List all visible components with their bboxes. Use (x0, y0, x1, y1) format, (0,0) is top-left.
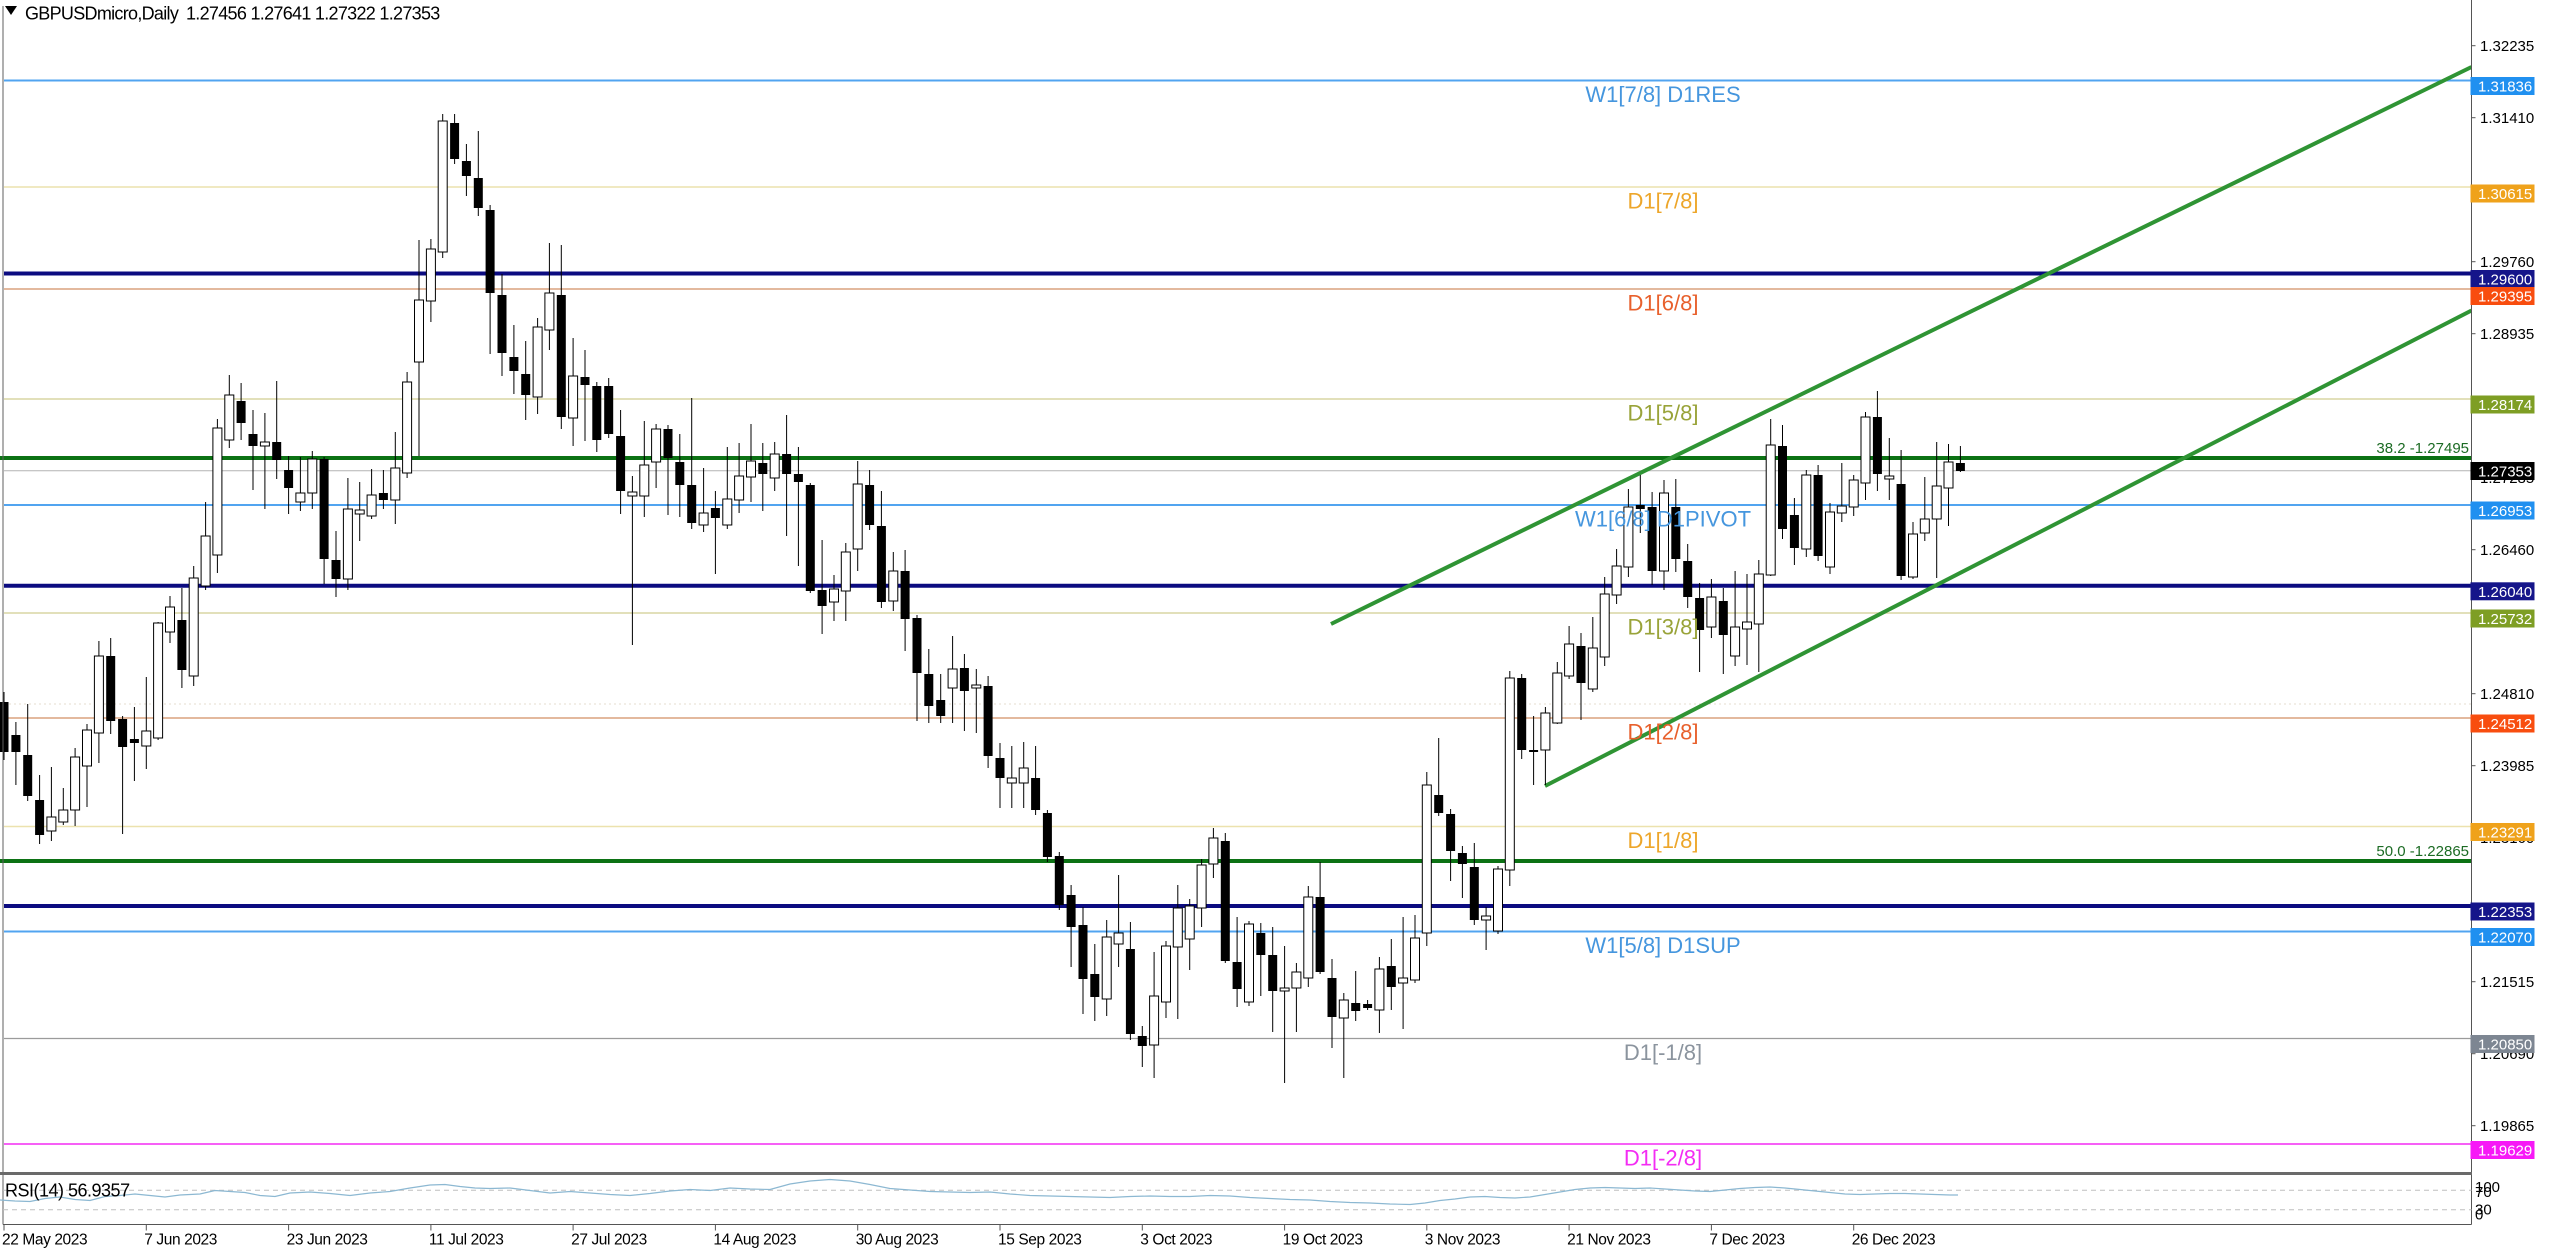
svg-text:7 Jun 2023: 7 Jun 2023 (144, 1232, 217, 1248)
svg-text:26 Dec 2023: 26 Dec 2023 (1852, 1232, 1936, 1248)
svg-text:30 Aug 2023: 30 Aug 2023 (856, 1232, 939, 1248)
svg-text:1.26460: 1.26460 (2480, 542, 2534, 559)
svg-text:0: 0 (2475, 1207, 2483, 1224)
svg-text:D1[-1/8]: D1[-1/8] (1624, 1040, 1702, 1065)
svg-text:100: 100 (2475, 1179, 2500, 1196)
svg-text:1.27456 1.27641 1.27322 1.2735: 1.27456 1.27641 1.27322 1.27353 (186, 4, 440, 24)
svg-text:1.22353: 1.22353 (2478, 904, 2532, 921)
svg-text:1.29760: 1.29760 (2480, 254, 2534, 271)
svg-text:19 Oct 2023: 19 Oct 2023 (1283, 1232, 1363, 1248)
svg-text:21 Nov 2023: 21 Nov 2023 (1567, 1232, 1651, 1248)
svg-text:W1[6/8] D1PIVOT: W1[6/8] D1PIVOT (1575, 507, 1751, 532)
svg-text:D1[6/8]: D1[6/8] (1628, 291, 1699, 316)
svg-text:23 Jun 2023: 23 Jun 2023 (287, 1232, 368, 1248)
svg-text:1.20850: 1.20850 (2478, 1037, 2532, 1054)
svg-text:D1[7/8]: D1[7/8] (1628, 189, 1699, 214)
svg-text:1.32235: 1.32235 (2480, 38, 2534, 55)
svg-text:D1[1/8]: D1[1/8] (1628, 828, 1699, 853)
svg-text:1.26040: 1.26040 (2478, 584, 2532, 601)
svg-text:3 Nov 2023: 3 Nov 2023 (1425, 1232, 1500, 1248)
svg-text:1.25732: 1.25732 (2478, 611, 2532, 628)
svg-text:1.19865: 1.19865 (2480, 1118, 2534, 1135)
svg-text:RSI(14) 56.9357: RSI(14) 56.9357 (5, 1181, 130, 1201)
svg-text:1.22070: 1.22070 (2478, 930, 2532, 947)
svg-text:50.0 -1.22865: 50.0 -1.22865 (2376, 843, 2469, 860)
svg-text:38.2 -1.27495: 38.2 -1.27495 (2376, 440, 2469, 457)
svg-text:1.29600: 1.29600 (2478, 272, 2532, 289)
svg-text:70: 70 (2475, 1184, 2492, 1201)
svg-text:22 May 2023: 22 May 2023 (2, 1232, 87, 1248)
svg-text:30: 30 (2475, 1202, 2492, 1219)
svg-text:27 Jul 2023: 27 Jul 2023 (571, 1232, 647, 1248)
svg-text:W1[5/8] D1SUP: W1[5/8] D1SUP (1585, 933, 1740, 958)
svg-text:1.21515: 1.21515 (2480, 974, 2534, 991)
svg-text:1.19629: 1.19629 (2478, 1143, 2532, 1160)
svg-text:W1[7/8] D1RES: W1[7/8] D1RES (1585, 82, 1740, 107)
svg-text:7 Dec 2023: 7 Dec 2023 (1709, 1232, 1784, 1248)
svg-text:1.31410: 1.31410 (2480, 110, 2534, 127)
svg-text:15 Sep 2023: 15 Sep 2023 (998, 1232, 1082, 1248)
svg-text:D1[2/8]: D1[2/8] (1628, 720, 1699, 745)
svg-text:1.30615: 1.30615 (2478, 186, 2532, 203)
svg-text:1.24810: 1.24810 (2480, 686, 2534, 703)
svg-text:GBPUSDmicro,Daily: GBPUSDmicro,Daily (25, 4, 179, 24)
svg-text:1.31836: 1.31836 (2478, 79, 2532, 96)
svg-text:1.23985: 1.23985 (2480, 758, 2534, 775)
svg-text:11 Jul 2023: 11 Jul 2023 (429, 1232, 504, 1248)
svg-text:1.29395: 1.29395 (2478, 289, 2532, 306)
svg-text:1.28935: 1.28935 (2480, 326, 2534, 343)
svg-text:1.27353: 1.27353 (2478, 464, 2532, 481)
svg-text:1.28174: 1.28174 (2478, 397, 2532, 414)
svg-text:D1[3/8]: D1[3/8] (1628, 615, 1699, 640)
svg-text:1.24512: 1.24512 (2478, 716, 2532, 733)
svg-text:1.23291: 1.23291 (2478, 825, 2532, 842)
svg-text:1.26953: 1.26953 (2478, 503, 2532, 520)
svg-text:D1[5/8]: D1[5/8] (1628, 401, 1699, 426)
svg-text:D1[-2/8]: D1[-2/8] (1624, 1146, 1702, 1171)
svg-text:14 Aug 2023: 14 Aug 2023 (713, 1232, 796, 1248)
svg-text:3 Oct 2023: 3 Oct 2023 (1140, 1232, 1212, 1248)
